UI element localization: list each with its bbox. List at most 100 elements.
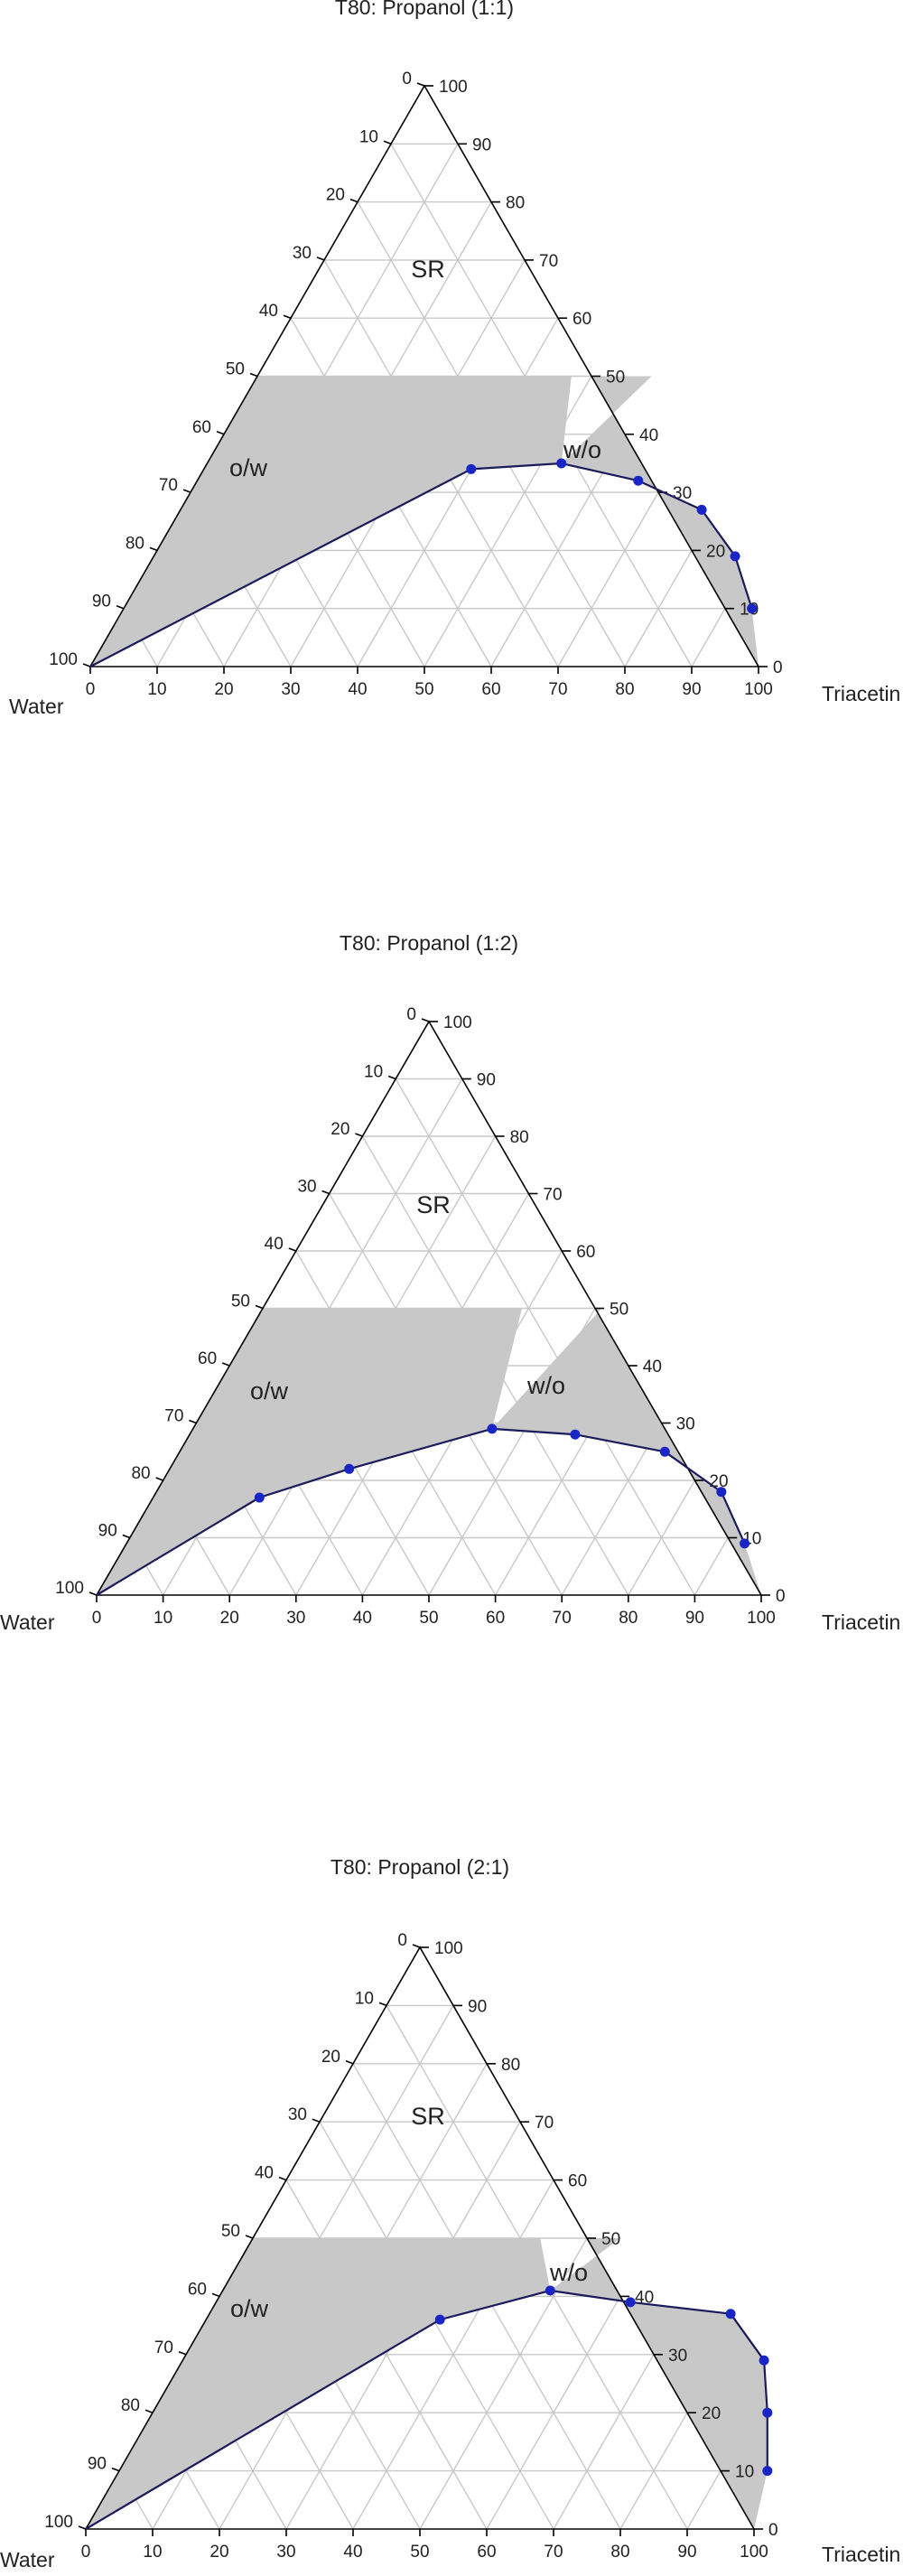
grid-line — [295, 1250, 497, 1596]
left-tick — [383, 140, 392, 145]
left-tick-label: 50 — [221, 2222, 240, 2241]
left-tick-label: 40 — [259, 302, 278, 321]
right-tick-label: 60 — [573, 310, 591, 329]
bottom-tick-label: 90 — [677, 2543, 696, 2562]
boundary-point — [545, 2285, 555, 2296]
grid-line — [185, 2354, 287, 2530]
left-tick-label: 40 — [255, 2164, 274, 2183]
bottom-tick-label: 40 — [348, 680, 367, 699]
left-tick — [312, 2118, 321, 2123]
left-tick-label: 0 — [402, 70, 412, 89]
left-tick — [78, 2525, 87, 2530]
grid-line — [162, 1479, 230, 1596]
left-tick — [288, 1247, 297, 1252]
right-tick-label: 30 — [676, 1415, 695, 1434]
left-tick — [278, 2176, 287, 2181]
wo-region — [561, 376, 759, 667]
grid-line — [390, 143, 693, 667]
phase-boundary-line — [96, 1427, 746, 1596]
grid-line — [395, 1078, 696, 1596]
left-tick — [387, 1075, 396, 1080]
left-tick-label: 0 — [406, 1005, 416, 1024]
grid-line — [156, 143, 459, 667]
left-tick — [122, 1534, 131, 1539]
bottom-tick-label: 0 — [81, 2543, 91, 2562]
left-tick-label: 60 — [198, 1349, 217, 1368]
boundary-point — [659, 1446, 670, 1457]
chart-title: T80: Propanol (1:1) — [335, 0, 514, 19]
grid-lines — [129, 1078, 729, 1596]
left-tick-label: 20 — [321, 2048, 340, 2067]
grid-line — [424, 376, 592, 667]
right-tick-label: 0 — [773, 658, 783, 677]
left-tick-label: 100 — [44, 2513, 73, 2532]
left-tick — [178, 2351, 187, 2356]
bottom-tick-label: 10 — [147, 680, 166, 699]
chart-title: T80: Propanol (1:2) — [340, 931, 518, 955]
wo-region-label: w/o — [526, 1372, 565, 1399]
grid-line — [290, 259, 526, 667]
right-tick-label: 60 — [576, 1243, 595, 1262]
left-tick — [88, 1591, 98, 1596]
boundary-point — [696, 504, 707, 515]
bottom-tick-label: 0 — [86, 680, 96, 699]
right-tick-label: 50 — [601, 2230, 620, 2249]
boundary-point — [344, 1463, 355, 1474]
grid-line — [285, 2179, 488, 2530]
chart-title: T80: Propanol (2:1) — [330, 1855, 509, 1879]
boundary-point — [254, 1492, 265, 1503]
boundary-point — [747, 603, 758, 614]
grid-line — [428, 1308, 596, 1596]
left-tick — [149, 546, 158, 552]
right-tick-label: 90 — [472, 135, 491, 154]
bottom-tick-label: 100 — [747, 1609, 776, 1628]
grid-line — [386, 2005, 688, 2530]
left-tick — [349, 198, 358, 203]
bottom-tick-label: 70 — [548, 680, 567, 699]
left-tick — [216, 431, 225, 435]
left-tick-label: 100 — [55, 1579, 84, 1598]
left-tick — [316, 257, 325, 261]
bottom-tick-label: 30 — [281, 680, 300, 699]
bottom-tick-label: 90 — [685, 1609, 704, 1628]
bottom-tick-label: 60 — [486, 1609, 505, 1628]
triacetin-corner-label: Triacetin — [822, 682, 900, 705]
ow-region — [90, 376, 572, 667]
grid-line — [129, 1537, 164, 1596]
left-tick-label: 90 — [98, 1522, 117, 1541]
ow-region — [97, 1308, 522, 1595]
grid-line — [223, 434, 358, 667]
left-tick-label: 60 — [188, 2280, 207, 2299]
left-tick-label: 50 — [226, 360, 245, 379]
grid-line — [323, 259, 559, 667]
grid-line — [228, 1365, 364, 1596]
right-tick-label: 20 — [702, 2404, 721, 2423]
boundary-point — [759, 2355, 769, 2366]
grid-line — [361, 1135, 629, 1596]
water-corner-label: Water — [0, 2548, 55, 2571]
left-tick — [321, 1190, 330, 1195]
wo-region — [491, 1308, 761, 1595]
grid-line — [694, 1537, 729, 1596]
triacetin-corner-label: Triacetin — [822, 1610, 900, 1634]
right-tick-label: 70 — [539, 252, 558, 271]
boundary-point — [740, 1538, 750, 1549]
grid-line — [295, 1193, 530, 1596]
left-tick-label: 50 — [231, 1293, 250, 1311]
left-tick-label: 90 — [92, 593, 111, 611]
boundary-point — [625, 2297, 636, 2308]
boundary-point — [762, 2407, 773, 2418]
left-tick — [378, 2002, 387, 2007]
left-tick — [116, 604, 125, 610]
grid-line — [419, 2237, 588, 2530]
right-tick-label: 0 — [776, 1587, 786, 1606]
water-corner-label: Water — [0, 1610, 55, 1634]
left-tick — [255, 1304, 264, 1310]
left-tick-label: 70 — [164, 1407, 183, 1426]
grid-line — [691, 608, 726, 667]
bottom-tick-label: 90 — [682, 680, 701, 699]
left-tick-label: 60 — [192, 418, 211, 437]
left-tick — [421, 1018, 430, 1022]
